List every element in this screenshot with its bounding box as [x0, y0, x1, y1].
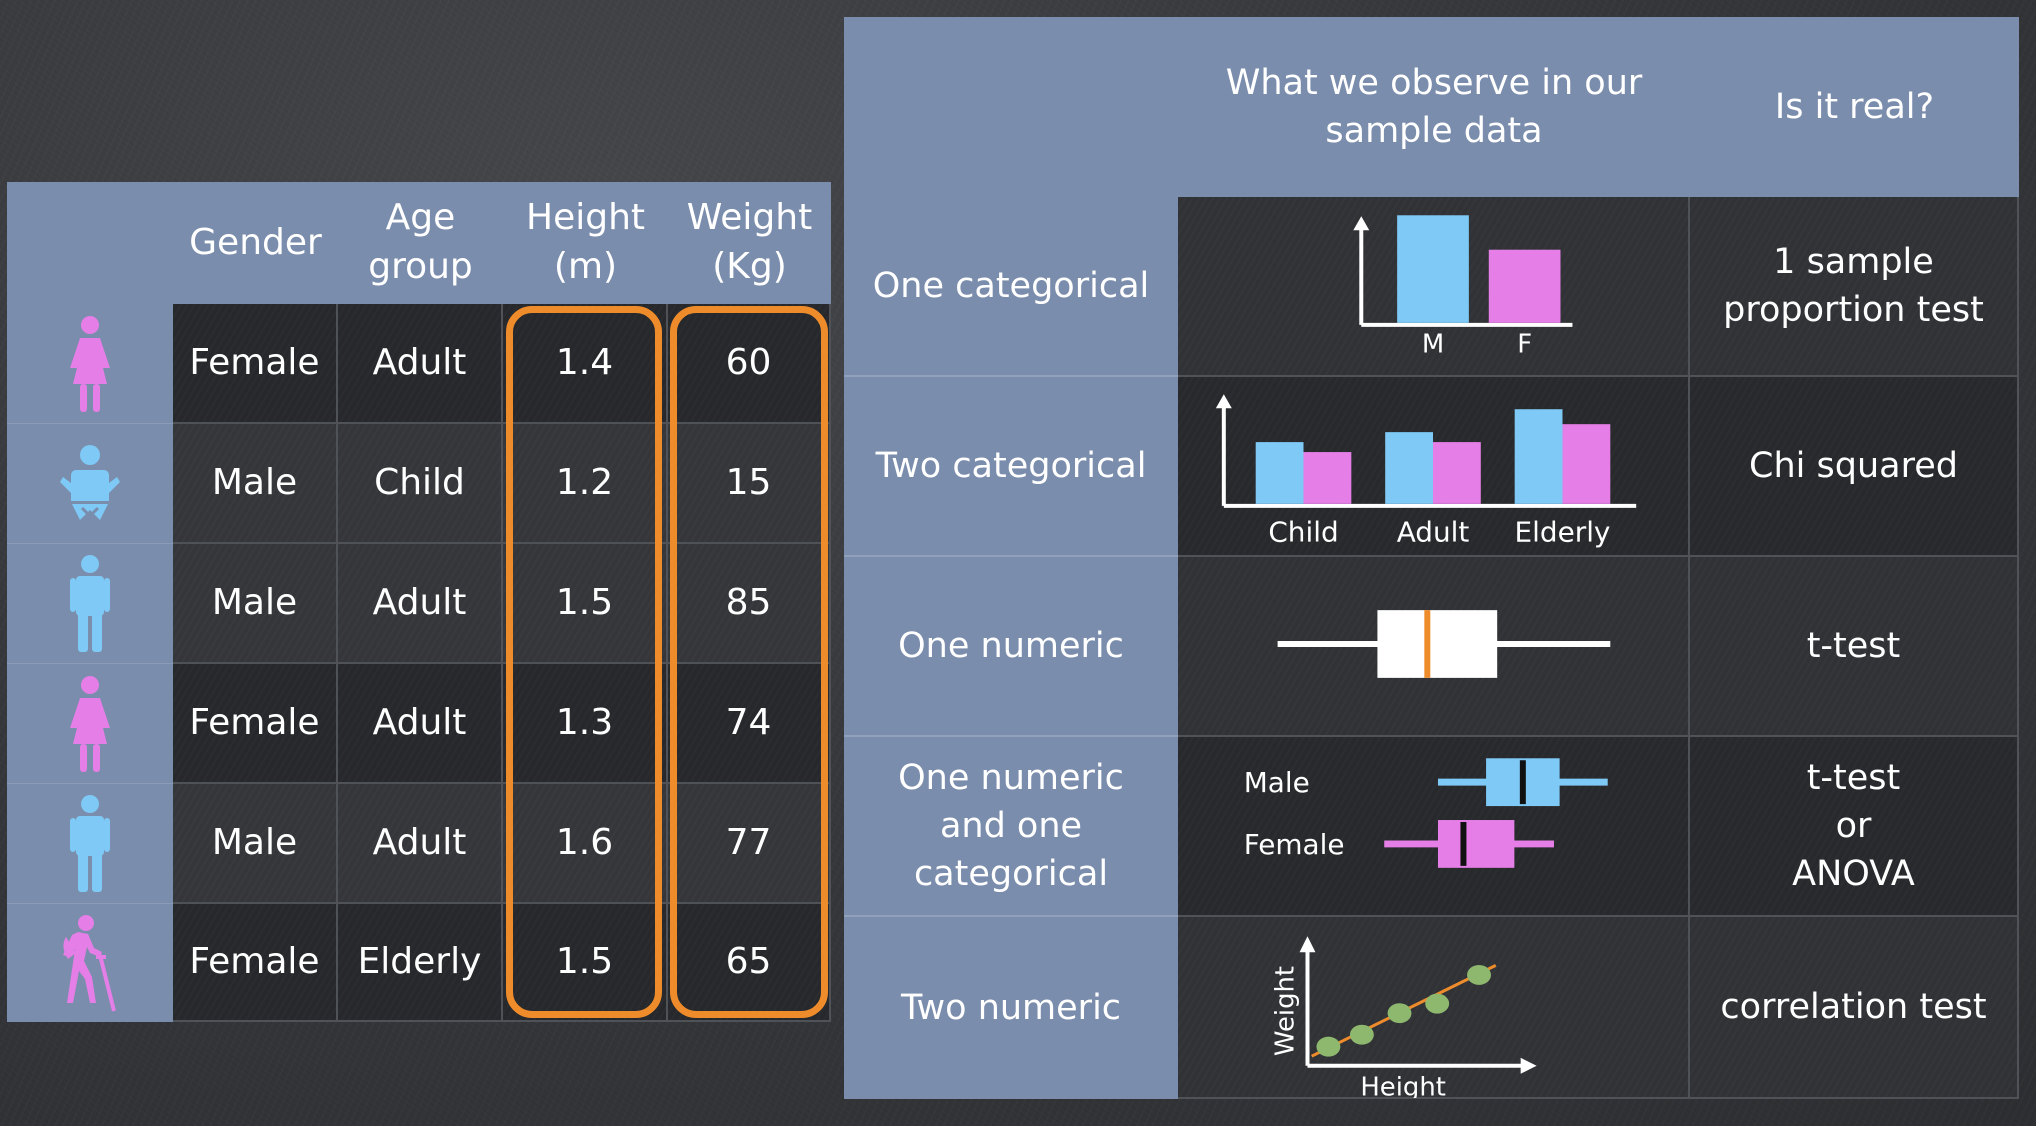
female-adult-icon	[70, 676, 110, 772]
header-age-group: Age group	[338, 182, 503, 304]
scatter-plot: Height Weight	[1271, 936, 1537, 1098]
group-label: Female	[1244, 828, 1345, 861]
group-label: Male	[1244, 766, 1310, 799]
cell-age-group: Adult	[338, 544, 503, 664]
cell-gender: Female	[173, 304, 338, 424]
bar	[1488, 249, 1561, 323]
cell-age-group: Adult	[338, 664, 503, 784]
row-label-numeric-and-categorical: One numeric and one categorical	[844, 737, 1178, 917]
cell-gender: Male	[173, 424, 338, 544]
scatter-point	[1387, 1003, 1412, 1024]
y-axis-label: Weight	[1271, 966, 1301, 1056]
test-cell: t-test or ANOVA	[1690, 737, 2019, 917]
female-elderly-icon	[63, 915, 116, 1012]
row-label-two-numeric: Two numeric	[844, 917, 1178, 1099]
row-label-one-categorical: One categorical	[844, 197, 1178, 377]
y-axis-arrow	[1299, 936, 1316, 953]
cell-height: 1.5	[503, 904, 668, 1022]
header-height: Height (m)	[503, 182, 668, 304]
cell-height: 1.6	[503, 784, 668, 904]
cell-height: 1.2	[503, 424, 668, 544]
cell-height: 1.4	[503, 304, 668, 424]
tick-label: Child	[1268, 516, 1338, 549]
row-icon-cell	[7, 904, 173, 1022]
cell-age-group: Child	[338, 424, 503, 544]
row-icon-cell	[7, 304, 173, 424]
scatter-point	[1467, 964, 1491, 985]
tick-label: Adult	[1397, 516, 1470, 549]
one-numeric-boxplot	[1277, 610, 1611, 678]
test-cell: Chi squared	[1690, 377, 2019, 557]
tick-label: F	[1517, 330, 1532, 360]
header-weight: Weight (Kg)	[668, 182, 831, 304]
test-cell: correlation test	[1690, 917, 2019, 1099]
y-axis-arrow	[1353, 216, 1370, 231]
box	[1437, 820, 1515, 868]
bar	[1562, 424, 1611, 504]
row-icon-cell	[7, 424, 173, 544]
row-label-one-numeric: One numeric	[844, 557, 1178, 737]
row-icon-cell	[7, 544, 173, 664]
box	[1377, 610, 1498, 678]
cell-weight: 85	[668, 544, 831, 664]
header-is-it-real: Is it real?	[1690, 17, 2019, 197]
cell-gender: Female	[173, 904, 338, 1022]
header-icon-column	[7, 182, 173, 304]
header-observation: What we observe in our sample data	[1178, 17, 1690, 197]
grouped-boxplot: Male Female	[1244, 758, 1608, 868]
cell-weight: 65	[668, 904, 831, 1022]
cell-age-group: Adult	[338, 784, 503, 904]
male-adult-icon	[70, 555, 110, 652]
cell-height: 1.3	[503, 664, 668, 784]
cell-weight: 77	[668, 784, 831, 904]
test-cell: 1 sample proportion test	[1690, 197, 2019, 377]
bar	[1514, 409, 1563, 504]
tick-label: M	[1422, 330, 1444, 360]
row-icon-cell	[7, 784, 173, 904]
female-adult-icon	[70, 316, 110, 412]
bar	[1255, 442, 1304, 504]
chart-cell: Male Female	[1178, 737, 1690, 917]
cell-age-group: Elderly	[338, 904, 503, 1022]
cell-gender: Male	[173, 784, 338, 904]
scatter-point	[1425, 993, 1450, 1014]
cell-weight: 15	[668, 424, 831, 544]
chart-cell: Height Weight	[1178, 917, 1690, 1099]
chart-cell	[1178, 557, 1690, 737]
row-icon-cell	[7, 664, 173, 784]
bar	[1433, 442, 1481, 504]
sample-data-table: Gender Age group Height (m) Weight (Kg) …	[7, 182, 831, 1022]
cell-height: 1.5	[503, 544, 668, 664]
cell-gender: Female	[173, 664, 338, 784]
chart-cell: Child Adult Elderly	[1178, 377, 1690, 557]
male-child-icon	[60, 445, 120, 520]
bar	[1397, 215, 1469, 323]
x-axis-label: Height	[1360, 1073, 1446, 1098]
y-axis-arrow	[1215, 394, 1232, 409]
scatter-point	[1316, 1036, 1341, 1057]
cell-gender: Male	[173, 544, 338, 664]
bar	[1303, 452, 1352, 504]
test-selection-table: What we observe in our sample data Is it…	[844, 17, 2019, 1099]
test-cell: t-test	[1690, 557, 2019, 737]
row-label-two-categorical: Two categorical	[844, 377, 1178, 557]
cell-weight: 60	[668, 304, 831, 424]
cell-age-group: Adult	[338, 304, 503, 424]
header-blank	[844, 17, 1178, 197]
cell-weight: 74	[668, 664, 831, 784]
bar	[1385, 432, 1433, 504]
two-categorical-bar-chart: Child Adult Elderly	[1215, 394, 1637, 549]
header-gender: Gender	[173, 182, 338, 304]
x-axis-arrow	[1520, 1057, 1537, 1074]
tick-label: Elderly	[1515, 516, 1611, 549]
scatter-point	[1349, 1024, 1374, 1045]
male-adult-icon	[70, 795, 110, 892]
